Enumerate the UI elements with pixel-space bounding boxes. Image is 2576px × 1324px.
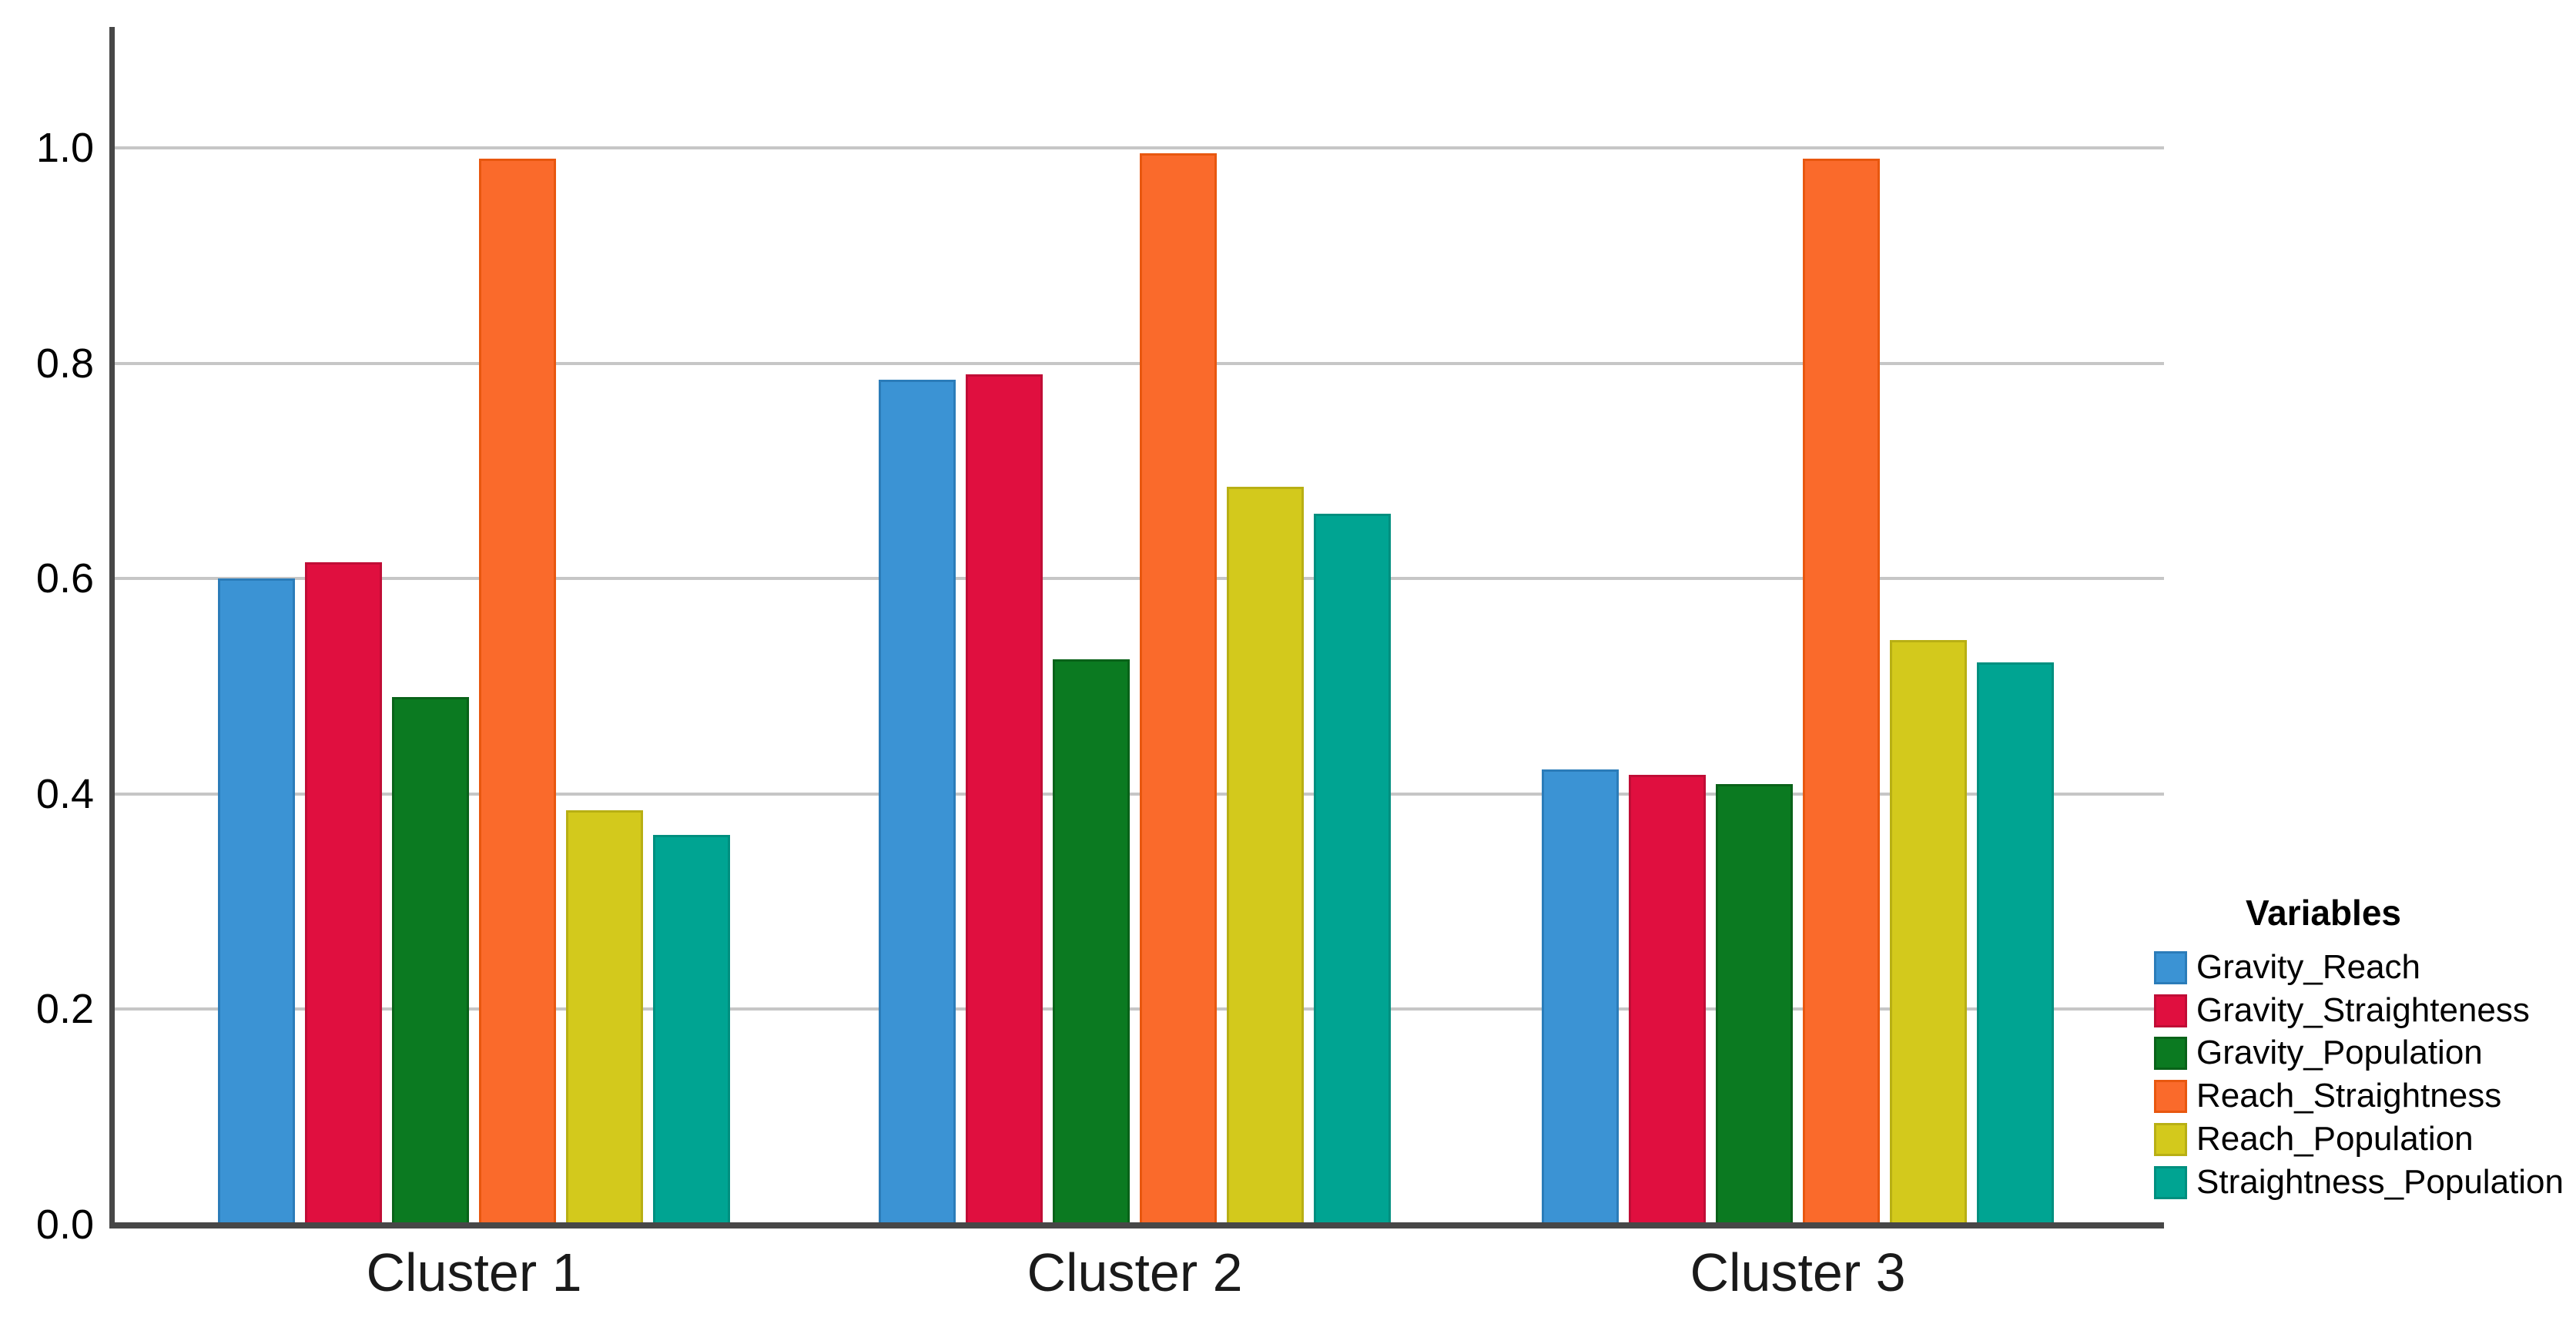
y-tick-label-0.4: 0.4 xyxy=(35,770,94,817)
legend-swatch-gravity-reach xyxy=(2154,951,2187,984)
bar-gravity-population-cluster-2 xyxy=(1053,659,1130,1225)
legend-swatch-gravity-straighteness xyxy=(2154,994,2187,1027)
legend-swatch-gravity-population xyxy=(2154,1037,2187,1071)
legend-label: Gravity_Straighteness xyxy=(2196,990,2530,1029)
bar-gravity-reach-cluster-3 xyxy=(1542,769,1619,1225)
legend-swatch-reach-straightness xyxy=(2154,1080,2187,1114)
bar-gravity-reach-cluster-1 xyxy=(218,578,295,1225)
legend-swatch-straightness-population xyxy=(2154,1165,2187,1199)
gridline-1.0 xyxy=(115,146,2164,149)
gridline-0.4 xyxy=(115,792,2164,796)
legend-label: Straightness_Population xyxy=(2196,1162,2564,1201)
y-tick-label-0.8: 0.8 xyxy=(35,340,94,387)
bar-gravity-straighteness-cluster-1 xyxy=(305,562,382,1225)
legend-label: Gravity_Population xyxy=(2196,1034,2483,1072)
bar-gravity-population-cluster-1 xyxy=(392,696,469,1225)
x-category-label-2: Cluster 2 xyxy=(1027,1242,1243,1302)
y-tick-label-0.6: 0.6 xyxy=(35,555,94,602)
bar-gravity-straighteness-cluster-3 xyxy=(1629,774,1706,1225)
y-axis-line xyxy=(109,27,115,1228)
bar-reach-straightness-cluster-1 xyxy=(479,158,556,1225)
bar-straightness-population-cluster-3 xyxy=(1977,662,2054,1225)
y-tick-label-0.2: 0.2 xyxy=(35,986,94,1033)
gridline-0.2 xyxy=(115,1007,2164,1011)
x-axis-line xyxy=(109,1222,2164,1228)
legend-label: Gravity_Reach xyxy=(2196,948,2421,986)
legend-swatch-reach-population xyxy=(2154,1122,2187,1156)
legend-label: Reach_Population xyxy=(2196,1119,2474,1158)
bar-gravity-population-cluster-3 xyxy=(1716,784,1793,1225)
gridline-0.8 xyxy=(115,361,2164,365)
bar-straightness-population-cluster-2 xyxy=(1314,514,1391,1225)
legend-title: Variables xyxy=(2245,893,2402,933)
bar-reach-population-cluster-3 xyxy=(1890,639,1967,1225)
bar-reach-population-cluster-1 xyxy=(566,809,643,1225)
bar-reach-straightness-cluster-2 xyxy=(1140,153,1217,1225)
gridline-0.6 xyxy=(115,577,2164,581)
x-category-label-3: Cluster 3 xyxy=(1690,1242,1906,1302)
legend-label: Reach_Straightness xyxy=(2196,1077,2502,1115)
y-tick-label-0.0: 0.0 xyxy=(35,1202,94,1248)
x-category-label-1: Cluster 1 xyxy=(366,1242,582,1302)
bar-gravity-straighteness-cluster-2 xyxy=(966,374,1043,1225)
bar-gravity-reach-cluster-2 xyxy=(879,379,956,1225)
y-tick-label-1.0: 1.0 xyxy=(35,125,94,171)
bar-straightness-population-cluster-1 xyxy=(653,834,730,1225)
bar-reach-straightness-cluster-3 xyxy=(1803,158,1880,1225)
bar-reach-population-cluster-2 xyxy=(1227,487,1304,1225)
